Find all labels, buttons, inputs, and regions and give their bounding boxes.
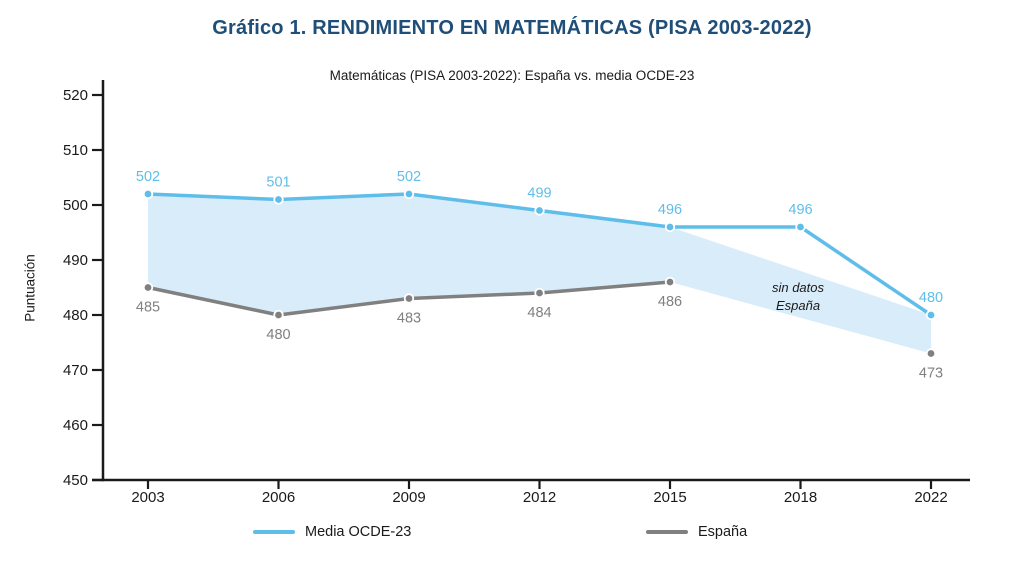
series-0-value-label: 499 [527, 186, 551, 202]
no-data-annotation: sin datos España [746, 279, 850, 315]
series-1-value-label: 483 [397, 311, 421, 327]
x-tick-label: 2003 [131, 489, 164, 506]
no-data-annotation-line1: sin datos [771, 280, 825, 295]
no-data-annotation-line2: España [775, 298, 821, 313]
series-0-value-label: 502 [397, 169, 421, 185]
chart-subtitle: Matemáticas (PISA 2003-2022): España vs.… [329, 68, 695, 83]
x-tick-label: 2022 [914, 489, 947, 506]
series-0-marker [925, 309, 937, 321]
x-tick-label: 2018 [784, 489, 817, 506]
series-1-marker [273, 309, 284, 321]
x-tick-label: 2006 [262, 489, 295, 506]
y-tick-label: 480 [63, 307, 88, 324]
y-tick-label: 490 [63, 252, 88, 269]
y-tick-label: 460 [63, 417, 88, 434]
legend-label-espana: España [698, 524, 748, 540]
legend-label-ocde: Media OCDE-23 [305, 524, 412, 540]
series-0-marker [273, 194, 284, 205]
y-tick-label: 510 [63, 142, 88, 159]
series-0-marker [795, 221, 806, 233]
x-tick-label: 2012 [523, 489, 556, 506]
series-0-value-label: 496 [658, 202, 682, 218]
legend-line-swatch-ocde [253, 530, 295, 534]
series-0-marker [403, 188, 415, 200]
series-1-marker [664, 276, 676, 288]
series-0-value-label: 496 [788, 202, 812, 218]
between-series-area [148, 194, 931, 354]
series-1-marker [403, 293, 415, 304]
legend-item-media-ocde: Media OCDE-23 [253, 524, 411, 540]
legend-item-espana: España [646, 524, 747, 540]
series-0-value-label: 502 [136, 169, 160, 185]
series-0-marker [534, 205, 545, 216]
x-tick-label: 2015 [653, 489, 686, 506]
series-1-value-label: 485 [136, 300, 160, 316]
series-0-value-label: 480 [919, 290, 943, 306]
page-title: Gráfico 1. RENDIMIENTO EN MATEMÁTICAS (P… [212, 17, 812, 39]
y-tick-label: 520 [63, 87, 88, 104]
series-0-marker [142, 188, 154, 200]
series-1-value-label: 484 [527, 305, 551, 321]
y-tick-label: 500 [63, 197, 88, 214]
y-tick-label: 470 [63, 362, 88, 379]
series-1-value-label: 473 [919, 366, 943, 382]
series-1-marker [925, 348, 937, 359]
series-1-marker [142, 282, 154, 293]
series-1-value-label: 480 [266, 327, 290, 343]
series-1-marker [534, 287, 545, 299]
series-0-value-label: 501 [266, 175, 290, 191]
series-0-marker [664, 221, 676, 233]
series-1-value-label: 486 [658, 294, 682, 310]
x-tick-label: 2009 [392, 489, 425, 506]
chart-legend: Media OCDE-23 España [0, 524, 1024, 546]
legend-line-swatch-espana [646, 530, 688, 534]
y-tick-label: 450 [63, 472, 88, 489]
